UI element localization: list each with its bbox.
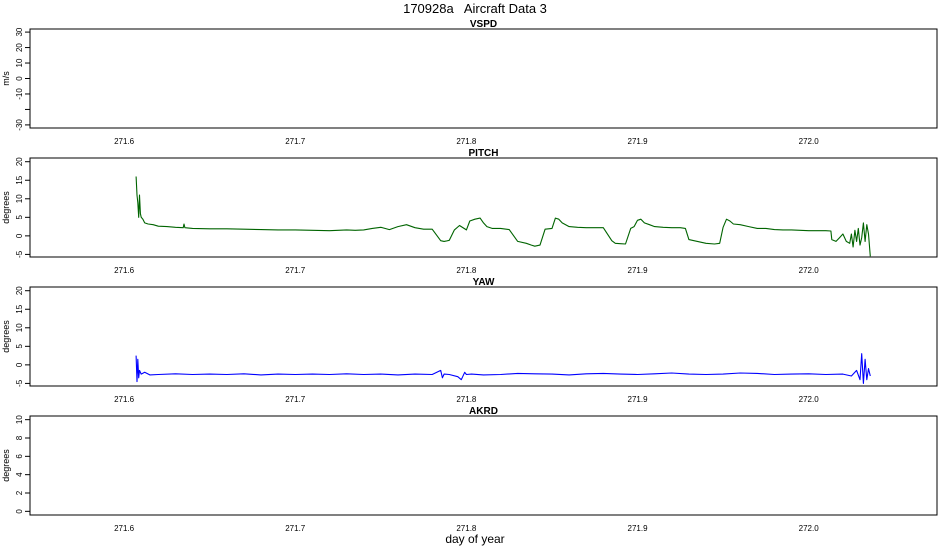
akrd-y-tick-label: 2 bbox=[15, 490, 24, 495]
yaw-x-tick-label: 271.6 bbox=[114, 395, 135, 404]
vspd-x-tick-label: 271.6 bbox=[114, 137, 135, 146]
yaw-y-tick-label: 20 bbox=[15, 286, 24, 295]
akrd-x-tick-label: 271.6 bbox=[114, 524, 135, 533]
vspd-y-tick-label: -30 bbox=[15, 119, 24, 131]
akrd-x-tick-label: 271.7 bbox=[285, 524, 306, 533]
pitch-y-tick-label: 5 bbox=[15, 215, 24, 220]
akrd-x-tick-label: 271.8 bbox=[456, 524, 477, 533]
yaw-y-tick-label: 15 bbox=[15, 304, 24, 313]
vspd-y-axis-label: m/s bbox=[1, 71, 11, 86]
pitch-x-tick-label: 271.7 bbox=[285, 266, 306, 275]
pitch-y-tick-label: 20 bbox=[15, 157, 24, 166]
vspd-y-tick-label: 10 bbox=[15, 58, 24, 67]
yaw-x-tick-label: 272.0 bbox=[799, 395, 820, 404]
akrd-x-tick-label: 271.9 bbox=[628, 524, 649, 533]
vspd-x-tick-label: 271.9 bbox=[628, 137, 649, 146]
yaw-y-tick-label: -5 bbox=[15, 379, 24, 387]
vspd-y-tick-label: 20 bbox=[15, 43, 24, 52]
yaw-y-axis-label: degrees bbox=[1, 320, 11, 353]
yaw-y-tick-label: 0 bbox=[15, 362, 24, 367]
pitch-y-tick-label: 10 bbox=[15, 194, 24, 203]
akrd-y-tick-label: 8 bbox=[15, 435, 24, 440]
vspd-x-tick-label: 271.8 bbox=[456, 137, 477, 146]
akrd-y-tick-label: 4 bbox=[15, 472, 24, 477]
pitch-y-tick-label: -5 bbox=[15, 250, 24, 258]
yaw-plot-frame bbox=[29, 286, 938, 387]
vspd-x-tick-label: 271.7 bbox=[285, 137, 306, 146]
akrd-y-axis-label: degrees bbox=[1, 449, 11, 482]
vspd-y-tick-label: 30 bbox=[15, 27, 24, 36]
pitch-y-axis-label: degrees bbox=[1, 191, 11, 224]
pitch-panel-title: PITCH bbox=[469, 148, 499, 159]
pitch-series-line bbox=[135, 176, 871, 257]
x-axis-label: day of year bbox=[445, 532, 505, 546]
akrd-panel-title: AKRD bbox=[469, 406, 498, 417]
pitch-y-tick-label: 0 bbox=[15, 233, 24, 238]
akrd-y-tick-label: 0 bbox=[15, 509, 24, 514]
vspd-plot-frame bbox=[29, 28, 938, 129]
vspd-y-tick-label: 0 bbox=[15, 76, 24, 81]
yaw-y-tick-label: 5 bbox=[15, 344, 24, 349]
vspd-y-tick-label: -10 bbox=[15, 88, 24, 100]
yaw-y-tick-label: 10 bbox=[15, 323, 24, 332]
akrd-x-tick-label: 272.0 bbox=[799, 524, 820, 533]
akrd-y-tick-label: 10 bbox=[15, 415, 24, 424]
pitch-y-tick-label: 15 bbox=[15, 175, 24, 184]
akrd-plot-frame bbox=[29, 415, 938, 516]
vspd-x-tick-label: 272.0 bbox=[799, 137, 820, 146]
akrd-y-tick-label: 6 bbox=[15, 454, 24, 459]
pitch-x-tick-label: 272.0 bbox=[799, 266, 820, 275]
yaw-series-line bbox=[135, 353, 871, 384]
figure-title: 170928a Aircraft Data 3 bbox=[403, 1, 547, 16]
vspd-panel-title: VSPD bbox=[470, 19, 497, 30]
yaw-x-tick-label: 271.8 bbox=[456, 395, 477, 404]
yaw-x-tick-label: 271.7 bbox=[285, 395, 306, 404]
pitch-x-tick-label: 271.6 bbox=[114, 266, 135, 275]
yaw-panel-title: YAW bbox=[473, 277, 495, 288]
pitch-plot-frame bbox=[29, 157, 938, 258]
pitch-x-tick-label: 271.8 bbox=[456, 266, 477, 275]
pitch-x-tick-label: 271.9 bbox=[628, 266, 649, 275]
yaw-x-tick-label: 271.9 bbox=[628, 395, 649, 404]
